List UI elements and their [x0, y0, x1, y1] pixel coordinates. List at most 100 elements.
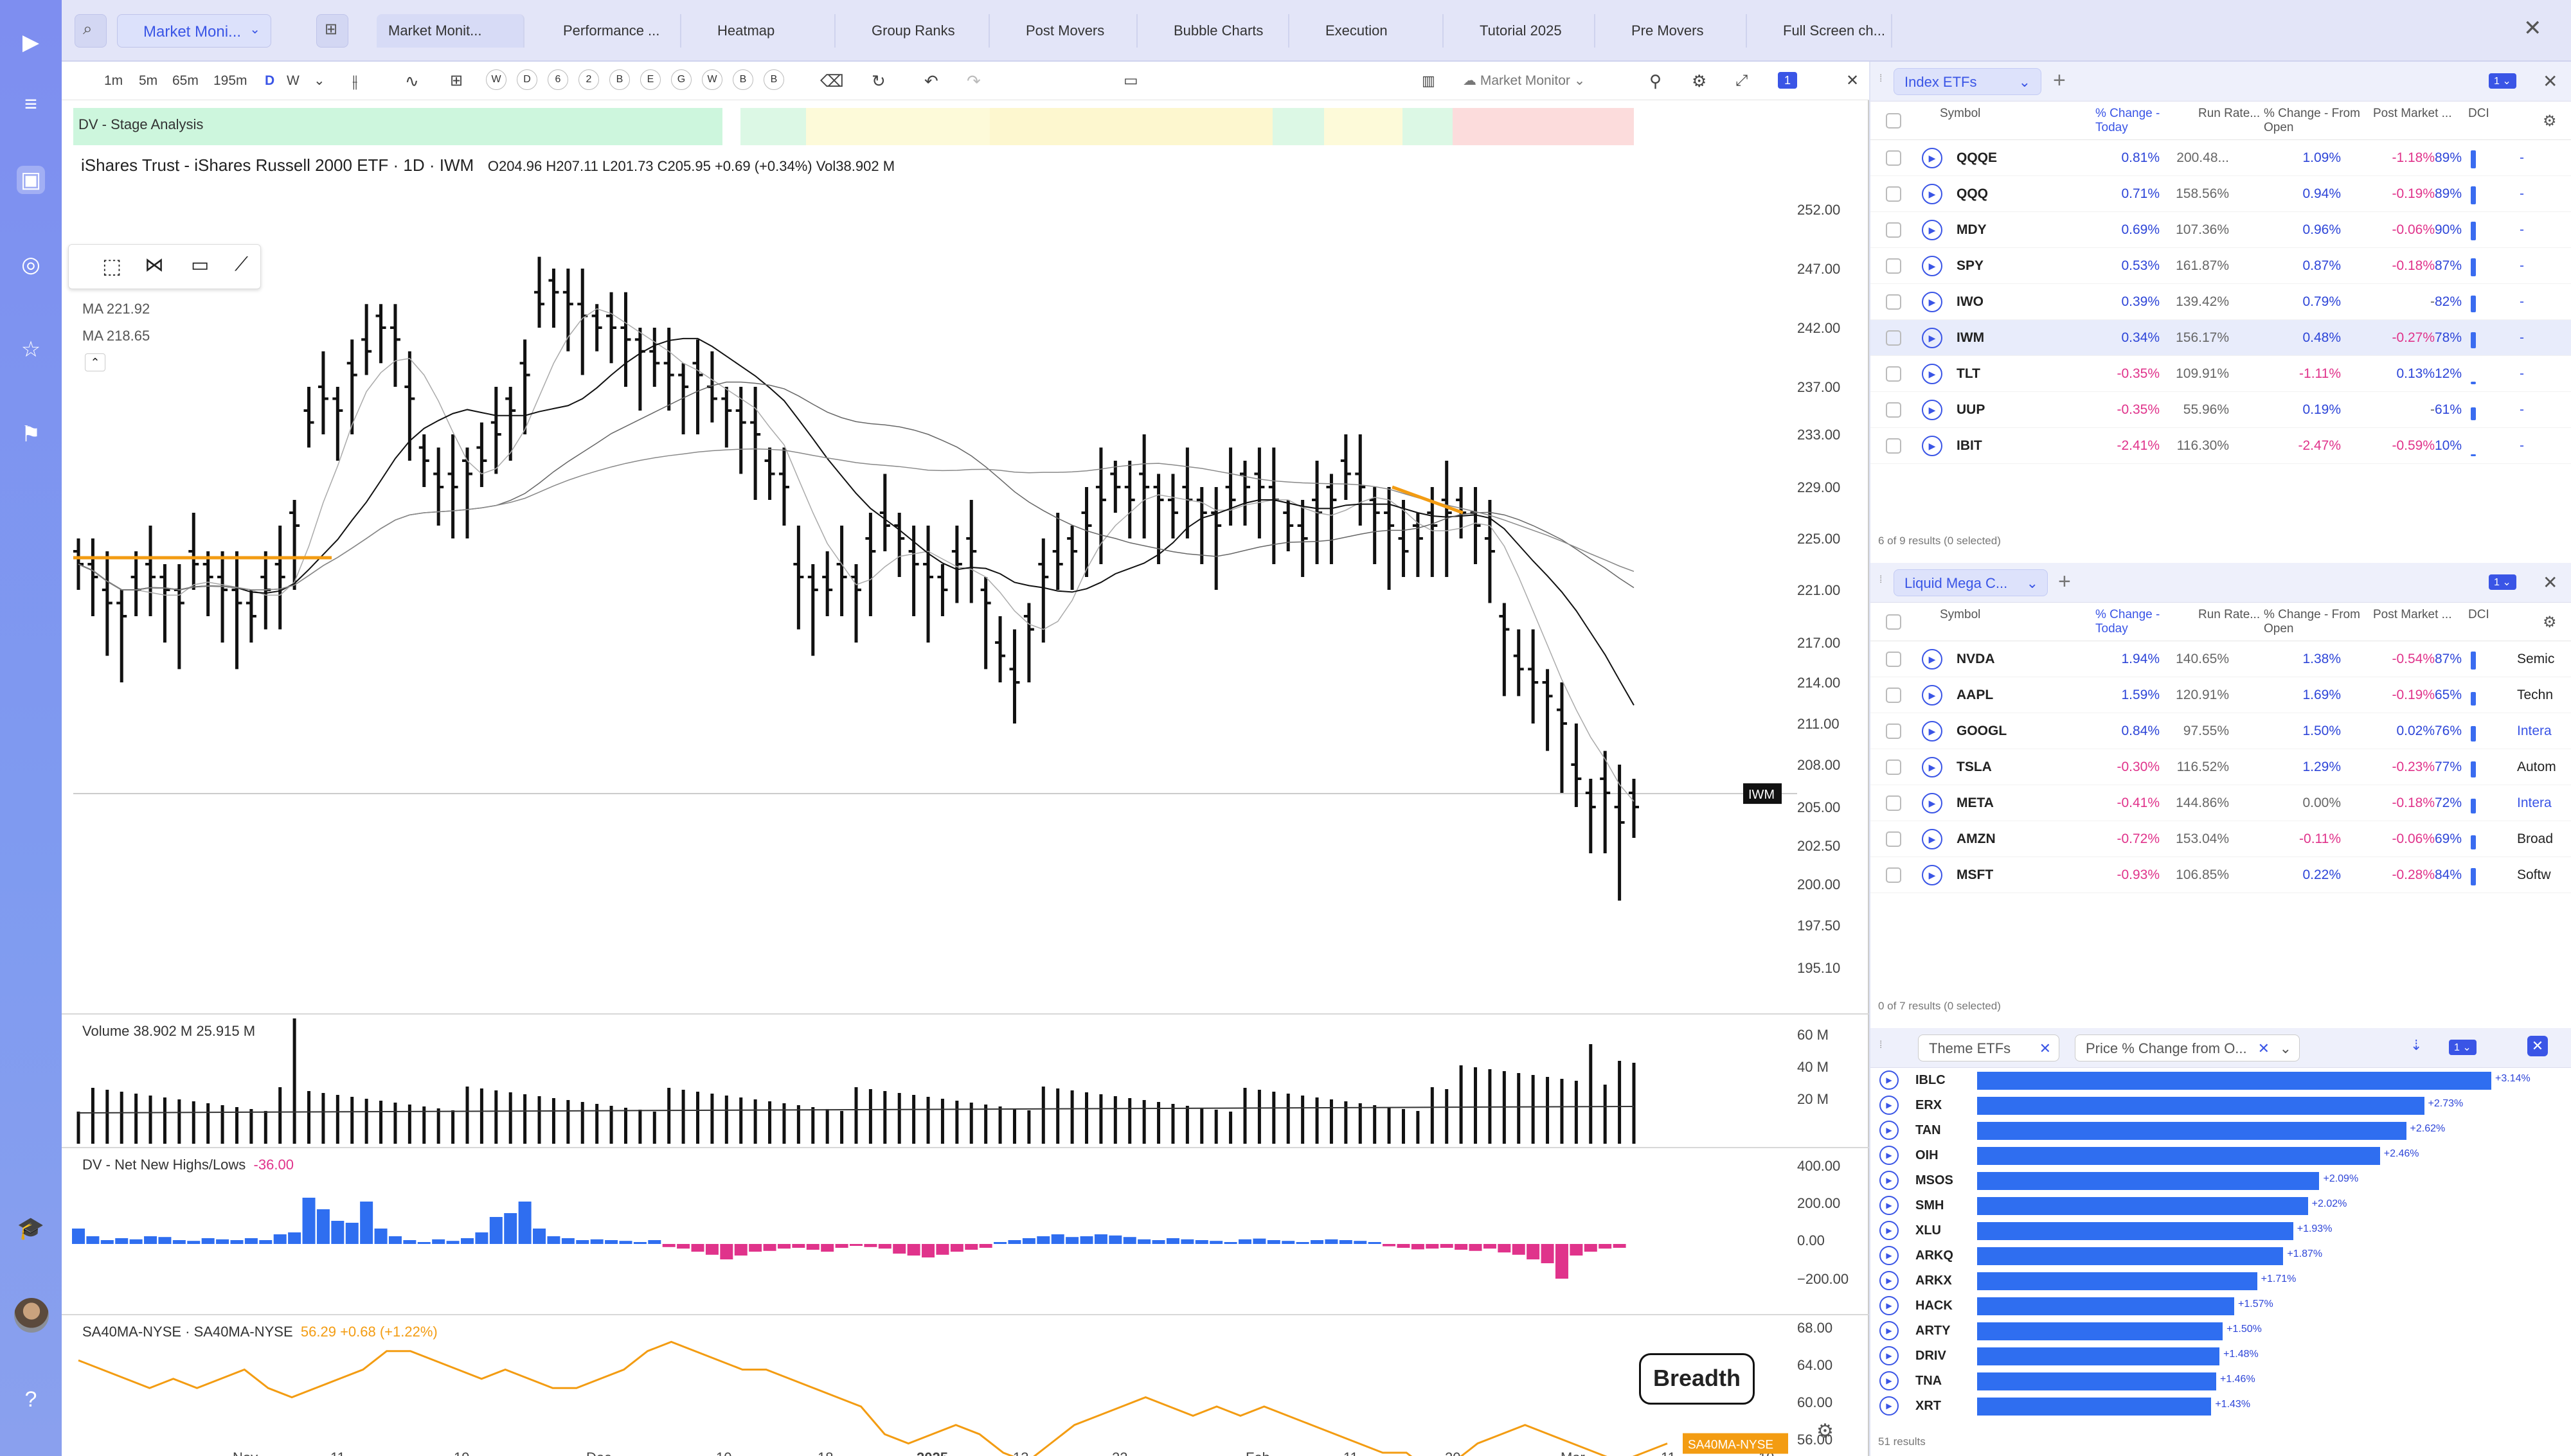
play-icon[interactable]: ▶ [1879, 1096, 1899, 1115]
symbol[interactable]: TLT [1957, 366, 1980, 381]
interval-d[interactable]: D [265, 73, 275, 88]
play-icon[interactable]: ▶ [1922, 148, 1942, 168]
close-icon[interactable]: ✕ [1846, 72, 1859, 89]
interval-65m[interactable]: 65m [172, 73, 199, 88]
play-icon[interactable]: ▶ [1879, 1146, 1899, 1165]
bar-symbol[interactable]: OIH [1915, 1148, 1939, 1162]
row-checkbox[interactable] [1886, 402, 1901, 418]
undo-icon[interactable]: ↶ [924, 71, 938, 91]
play-icon[interactable]: ▶ [1879, 1396, 1899, 1416]
play-icon[interactable]: ▶ [1922, 436, 1942, 456]
row-checkbox[interactable] [1886, 759, 1901, 775]
refresh-icon[interactable]: ↻ [872, 71, 886, 91]
play-icon[interactable]: ▶ [1879, 1121, 1899, 1140]
bar-row[interactable]: ▶ OIH +2.46% [1870, 1143, 2552, 1167]
interval-w[interactable]: W [287, 73, 300, 88]
avatar[interactable] [14, 1298, 49, 1333]
play-icon[interactable]: ▶ [1879, 1246, 1899, 1265]
row-checkbox[interactable] [1886, 831, 1901, 847]
table-row[interactable]: ▶ META -0.41% 144.86% 0.00% -0.18% 72% Intera [1870, 785, 2571, 821]
symbol[interactable]: TSLA [1957, 759, 1992, 774]
indicator-bars-icon[interactable]: ⫲ [352, 71, 358, 91]
collapse-icon[interactable]: ⌃ [85, 353, 105, 371]
bar-row[interactable]: ▶ DRIV +1.48% [1870, 1344, 2552, 1368]
table-row[interactable]: ▶ SPY 0.53% 161.87% 0.87% -0.18% 87% - [1870, 248, 2571, 284]
bar-symbol[interactable]: DRIV [1915, 1349, 1946, 1363]
star-icon[interactable]: ☆ [21, 337, 41, 362]
table-row[interactable]: ▶ GOOGL 0.84% 97.55% 1.50% 0.02% 76% Intera [1870, 713, 2571, 749]
select-all-checkbox[interactable] [1886, 614, 1901, 630]
interval-5m[interactable]: 5m [139, 73, 158, 88]
logo-play-icon[interactable]: ▶ [22, 30, 40, 55]
tool-6[interactable]: 6 [548, 69, 568, 90]
gear-icon[interactable]: ⚙ [1692, 71, 1707, 91]
tab-bubble-charts[interactable]: Bubble Charts [1138, 14, 1289, 48]
pattern-icon[interactable]: ⋈ [145, 254, 164, 276]
layout-icon[interactable]: ▥ [1422, 73, 1435, 89]
play-icon[interactable]: ▶ [1879, 1271, 1899, 1290]
bar-symbol[interactable]: MSOS [1915, 1173, 1953, 1187]
tab-execution[interactable]: Execution [1289, 14, 1444, 48]
tab-market-monitor[interactable]: Market Monit... [377, 14, 524, 48]
bar-row[interactable]: ▶ IBLC +3.14% [1870, 1068, 2552, 1092]
drag-handle-icon[interactable]: ⁞ [1879, 574, 1883, 585]
table-row[interactable]: ▶ QQQ 0.71% 158.56% 0.94% -0.19% 89% - [1870, 176, 2571, 212]
tab-performance[interactable]: Performance ... [527, 14, 681, 48]
bar-symbol[interactable]: TAN [1915, 1123, 1941, 1137]
help-icon[interactable]: ? [24, 1387, 37, 1412]
tool-e[interactable]: E [640, 69, 661, 90]
symbol[interactable]: MSFT [1957, 867, 1994, 882]
symbol[interactable]: AAPL [1957, 688, 1994, 702]
bar-symbol[interactable]: HACK [1915, 1299, 1953, 1313]
tool-d[interactable]: D [517, 69, 537, 90]
bar-row[interactable]: ▶ SMH +2.02% [1870, 1193, 2552, 1218]
bar-row[interactable]: ▶ ARKQ +1.87% [1870, 1243, 2552, 1268]
symbol[interactable]: MDY [1957, 222, 1987, 237]
layout-select[interactable]: Market Moni... ⌄ [117, 14, 271, 48]
select-all-checkbox[interactable] [1886, 113, 1901, 129]
templates-icon[interactable]: ⊞ [450, 72, 463, 89]
clear-icon[interactable]: ✕ [2039, 1040, 2051, 1056]
play-icon[interactable]: ▶ [1879, 1070, 1899, 1090]
tab-pre-movers[interactable]: Pre Movers [1595, 14, 1747, 48]
link-badge[interactable]: 1 ⌄ [2489, 574, 2516, 590]
table-row[interactable]: ▶ UUP -0.35% 55.96% 0.19% -61% - [1870, 392, 2571, 428]
calendar-icon[interactable]: ▭ [1124, 72, 1138, 89]
bar-symbol[interactable]: ERX [1915, 1098, 1942, 1112]
row-checkbox[interactable] [1886, 652, 1901, 667]
bar-row[interactable]: ▶ MSOS +2.09% [1870, 1168, 2552, 1193]
dashboard-icon[interactable]: ▣ [17, 166, 45, 194]
mega-caps-select[interactable]: Liquid Mega C... ⌄ [1894, 569, 2048, 596]
symbol[interactable]: GOOGL [1957, 724, 2007, 738]
bar-row[interactable]: ▶ XRT +1.43% [1870, 1394, 2552, 1418]
column-header[interactable]: % Change - Today [2095, 107, 2160, 134]
column-header[interactable]: % Change - From Open [2264, 608, 2360, 635]
bar-row[interactable]: ▶ TAN +2.62% [1870, 1118, 2552, 1142]
tool-b3[interactable]: B [764, 69, 784, 90]
tool-w2[interactable]: W [702, 69, 722, 90]
play-icon[interactable]: ▶ [1922, 865, 1942, 885]
play-icon[interactable]: ▶ [1922, 292, 1942, 312]
play-icon[interactable]: ▶ [1922, 721, 1942, 741]
tool-w[interactable]: W [486, 69, 506, 90]
sort-metric-filter[interactable]: Price % Change from O... ✕ ⌄ [2075, 1034, 2300, 1061]
tool-b[interactable]: B [609, 69, 630, 90]
chevron-down-icon[interactable]: ⌄ [314, 73, 325, 88]
play-icon[interactable]: ▶ [1922, 400, 1942, 420]
play-icon[interactable]: ▶ [1922, 649, 1942, 670]
bar-row[interactable]: ▶ ERX +2.73% [1870, 1093, 2552, 1117]
bar-row[interactable]: ▶ ARKX +1.71% [1870, 1268, 2552, 1293]
close-icon[interactable]: ✕ [2523, 16, 2542, 40]
bar-symbol[interactable]: XRT [1915, 1399, 1941, 1413]
clear-icon[interactable]: ✕ [2257, 1040, 2270, 1056]
line-chart-icon[interactable]: ∿ [405, 71, 419, 91]
drag-handle-icon[interactable]: ⁞ [1879, 1040, 1883, 1051]
close-icon[interactable]: ✕ [2543, 71, 2558, 91]
radar-icon[interactable]: ◎ [21, 253, 40, 277]
tab-post-movers[interactable]: Post Movers [990, 14, 1138, 48]
bar-symbol[interactable]: IBLC [1915, 1073, 1946, 1087]
symbol[interactable]: QQQ [1957, 186, 1989, 201]
bar-row[interactable]: ▶ HACK +1.57% [1870, 1293, 2552, 1318]
bar-symbol[interactable]: XLU [1915, 1223, 1941, 1238]
table-row[interactable]: ▶ TSLA -0.30% 116.52% 1.29% -0.23% 77% Autom [1870, 749, 2571, 785]
